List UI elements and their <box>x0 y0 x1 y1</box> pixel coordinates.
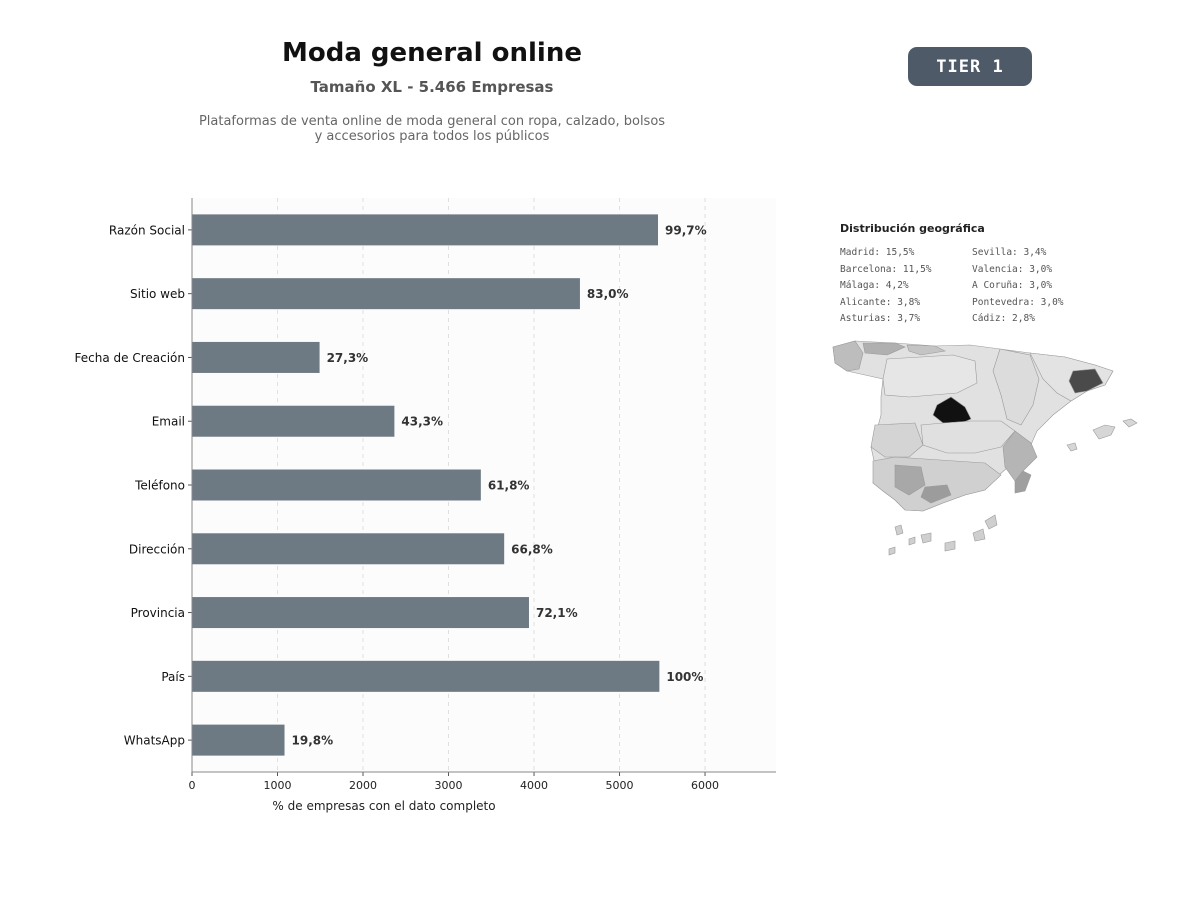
bar-value-label: 72,1% <box>536 606 578 620</box>
map-canary-7 <box>888 546 896 556</box>
description-line-2: y accesorios para todos los públicos <box>314 129 550 144</box>
map-extremadura <box>870 422 924 458</box>
bar-value-label: 43,3% <box>401 415 443 429</box>
geo-entry: Barcelona: 11,5% <box>840 263 932 275</box>
x-tick-label: 5000 <box>606 779 634 792</box>
tier-badge: TIER 1 <box>908 47 1032 86</box>
x-tick-label: 4000 <box>520 779 548 792</box>
x-tick-label: 6000 <box>691 779 719 792</box>
map-cantabria <box>906 344 946 356</box>
geo-entry: Sevilla: 3,4% <box>972 247 1047 258</box>
map-clm <box>920 420 1016 454</box>
map-barcelona <box>1068 368 1104 394</box>
page-title: Moda general online <box>281 38 582 68</box>
geo-distribution-title: Distribución geográfica <box>840 222 985 235</box>
map-cyl <box>882 354 978 398</box>
geo-entry: A Coruña: 3,0% <box>972 280 1053 291</box>
bar <box>192 724 285 756</box>
y-tick-label: Email <box>152 415 185 429</box>
map-asturias <box>862 342 906 356</box>
bar-value-label: 99,7% <box>665 223 707 237</box>
page-description: Plataformas de venta online de moda gene… <box>182 114 682 144</box>
bar <box>192 278 580 310</box>
map-malaga <box>920 484 952 504</box>
x-tick-label: 1000 <box>264 779 292 792</box>
x-tick-label: 3000 <box>435 779 463 792</box>
y-tick-label: Fecha de Creación <box>75 351 185 365</box>
y-tick-label: Sitio web <box>130 287 185 301</box>
map-canary-4 <box>920 532 932 544</box>
map-balearic-2 <box>1122 418 1138 428</box>
bar-value-label: 27,3% <box>327 351 369 365</box>
map-alicante <box>1014 470 1032 494</box>
x-tick-label: 0 <box>189 779 196 792</box>
bar <box>192 660 660 692</box>
x-axis-title: % de empresas con el dato completo <box>272 799 495 813</box>
geo-entry: Cádiz: 2,8% <box>972 313 1035 324</box>
map-canary-6 <box>908 536 916 546</box>
bar <box>192 597 529 629</box>
map-andalusia <box>872 456 1002 512</box>
map-sevilla <box>894 464 926 496</box>
x-tick-label: 2000 <box>349 779 377 792</box>
geo-distribution-list: Madrid: 15,5% Sevilla: 3,4% Barcelona: 1… <box>840 246 1100 326</box>
y-tick-label: Provincia <box>131 606 185 620</box>
geo-entry: Valencia: 3,0% <box>972 263 1053 275</box>
map-balearic-3 <box>1066 442 1078 452</box>
bar-value-label: 19,8% <box>292 734 334 748</box>
geo-entry: Alicante: 3,8% <box>840 296 921 308</box>
map-canary-1 <box>984 514 998 530</box>
geo-entry: Asturias: 3,7% <box>840 313 921 324</box>
geo-entry: Málaga: 4,2% <box>840 280 909 291</box>
map-canary-5 <box>894 524 904 536</box>
spain-map <box>832 340 1138 556</box>
bar-value-label: 61,8% <box>488 479 530 493</box>
bar <box>192 214 659 246</box>
map-canary-3 <box>944 540 956 552</box>
map-balearic-1 <box>1092 424 1116 440</box>
geo-entry: Madrid: 15,5% <box>840 247 915 258</box>
page-subtitle: Tamaño XL - 5.466 Empresas <box>310 78 554 96</box>
bar <box>192 405 395 437</box>
y-tick-label: País <box>161 670 185 684</box>
bar <box>192 469 481 501</box>
bar <box>192 533 505 565</box>
bar-chart: 0 1000 2000 3000 4000 5000 6000 99,7% Razón Soci… <box>75 198 776 813</box>
description-line-1: Plataformas de venta online de moda gene… <box>198 114 666 129</box>
bar <box>192 341 320 373</box>
geo-entry: Pontevedra: 3,0% <box>972 296 1064 308</box>
bar-value-label: 100% <box>666 670 703 684</box>
y-tick-label: Teléfono <box>134 479 185 493</box>
bar-value-label: 66,8% <box>511 542 553 556</box>
y-tick-label: Dirección <box>129 542 185 556</box>
y-tick-label: Razón Social <box>109 223 185 237</box>
bar-value-label: 83,0% <box>587 287 629 301</box>
map-canary-2 <box>972 528 986 542</box>
map-galicia <box>832 340 864 372</box>
map-aragon <box>992 348 1040 426</box>
y-tick-label: WhatsApp <box>124 734 185 748</box>
